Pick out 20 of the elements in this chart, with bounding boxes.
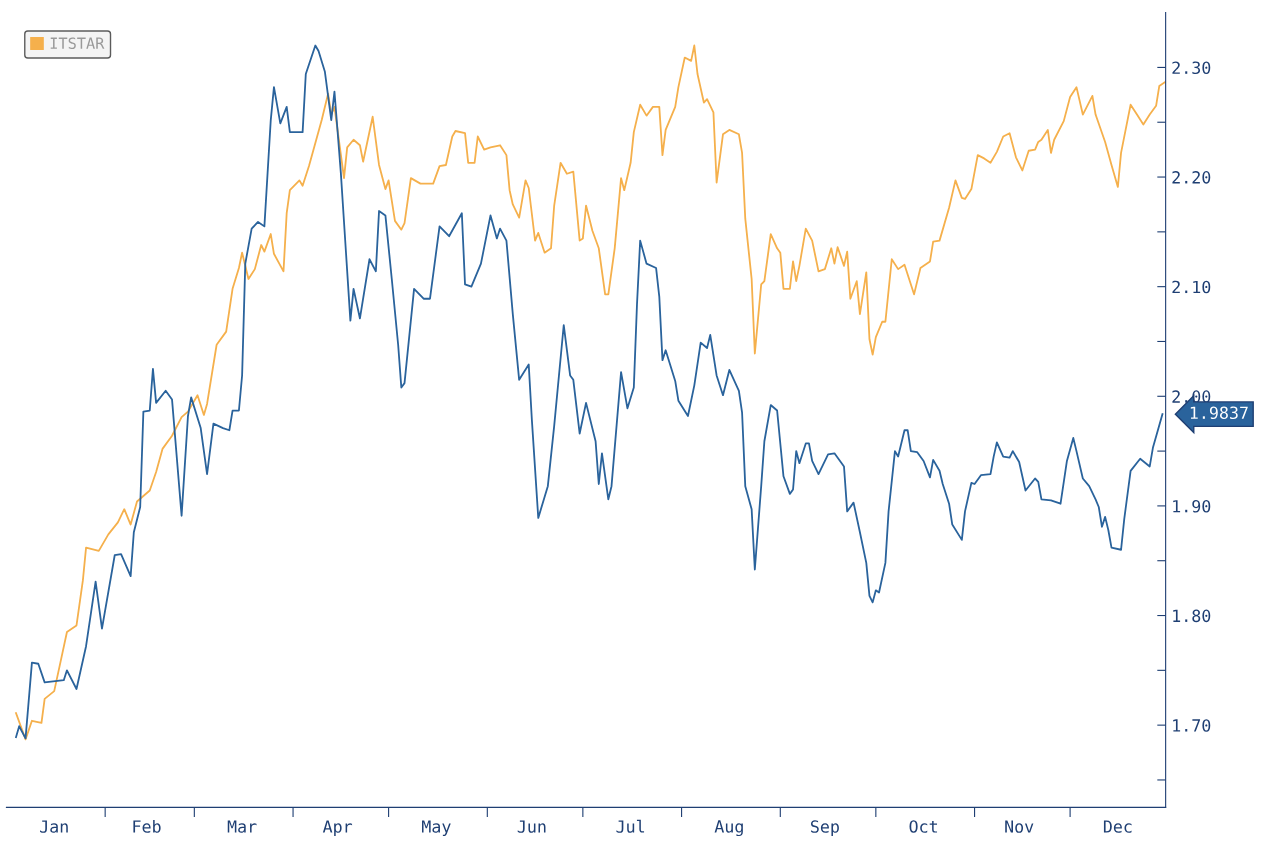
x-tick-label: Apr xyxy=(322,820,353,837)
y-tick-label: 2.10 xyxy=(1172,280,1211,294)
legend-label: ITSTAR xyxy=(50,37,105,49)
y-tick-label: 1.90 xyxy=(1173,499,1211,513)
x-tick-label: Jun xyxy=(517,820,546,833)
x-tick-label: Nov xyxy=(1005,820,1034,833)
x-tick-label: Aug xyxy=(714,820,743,837)
x-tick-label: Jan xyxy=(40,820,68,833)
annotation: 1.9837 xyxy=(1190,406,1248,420)
x-tick-label: Sep xyxy=(810,820,839,837)
x-tick-label: Feb xyxy=(133,819,161,833)
x-tick-label: Oct xyxy=(909,820,938,833)
x-tick-label: Jul xyxy=(616,819,645,833)
y-tick-label: 2.30 xyxy=(1172,61,1211,75)
y-tick-label: 1.70 xyxy=(1173,719,1211,732)
y-tick-label: 2.20 xyxy=(1172,171,1211,184)
x-tick-label: May xyxy=(422,820,451,837)
y-tick-label: 1.80 xyxy=(1173,609,1211,623)
x-tick-label: Mar xyxy=(227,820,257,833)
x-tick-label: Dec xyxy=(1103,820,1132,833)
